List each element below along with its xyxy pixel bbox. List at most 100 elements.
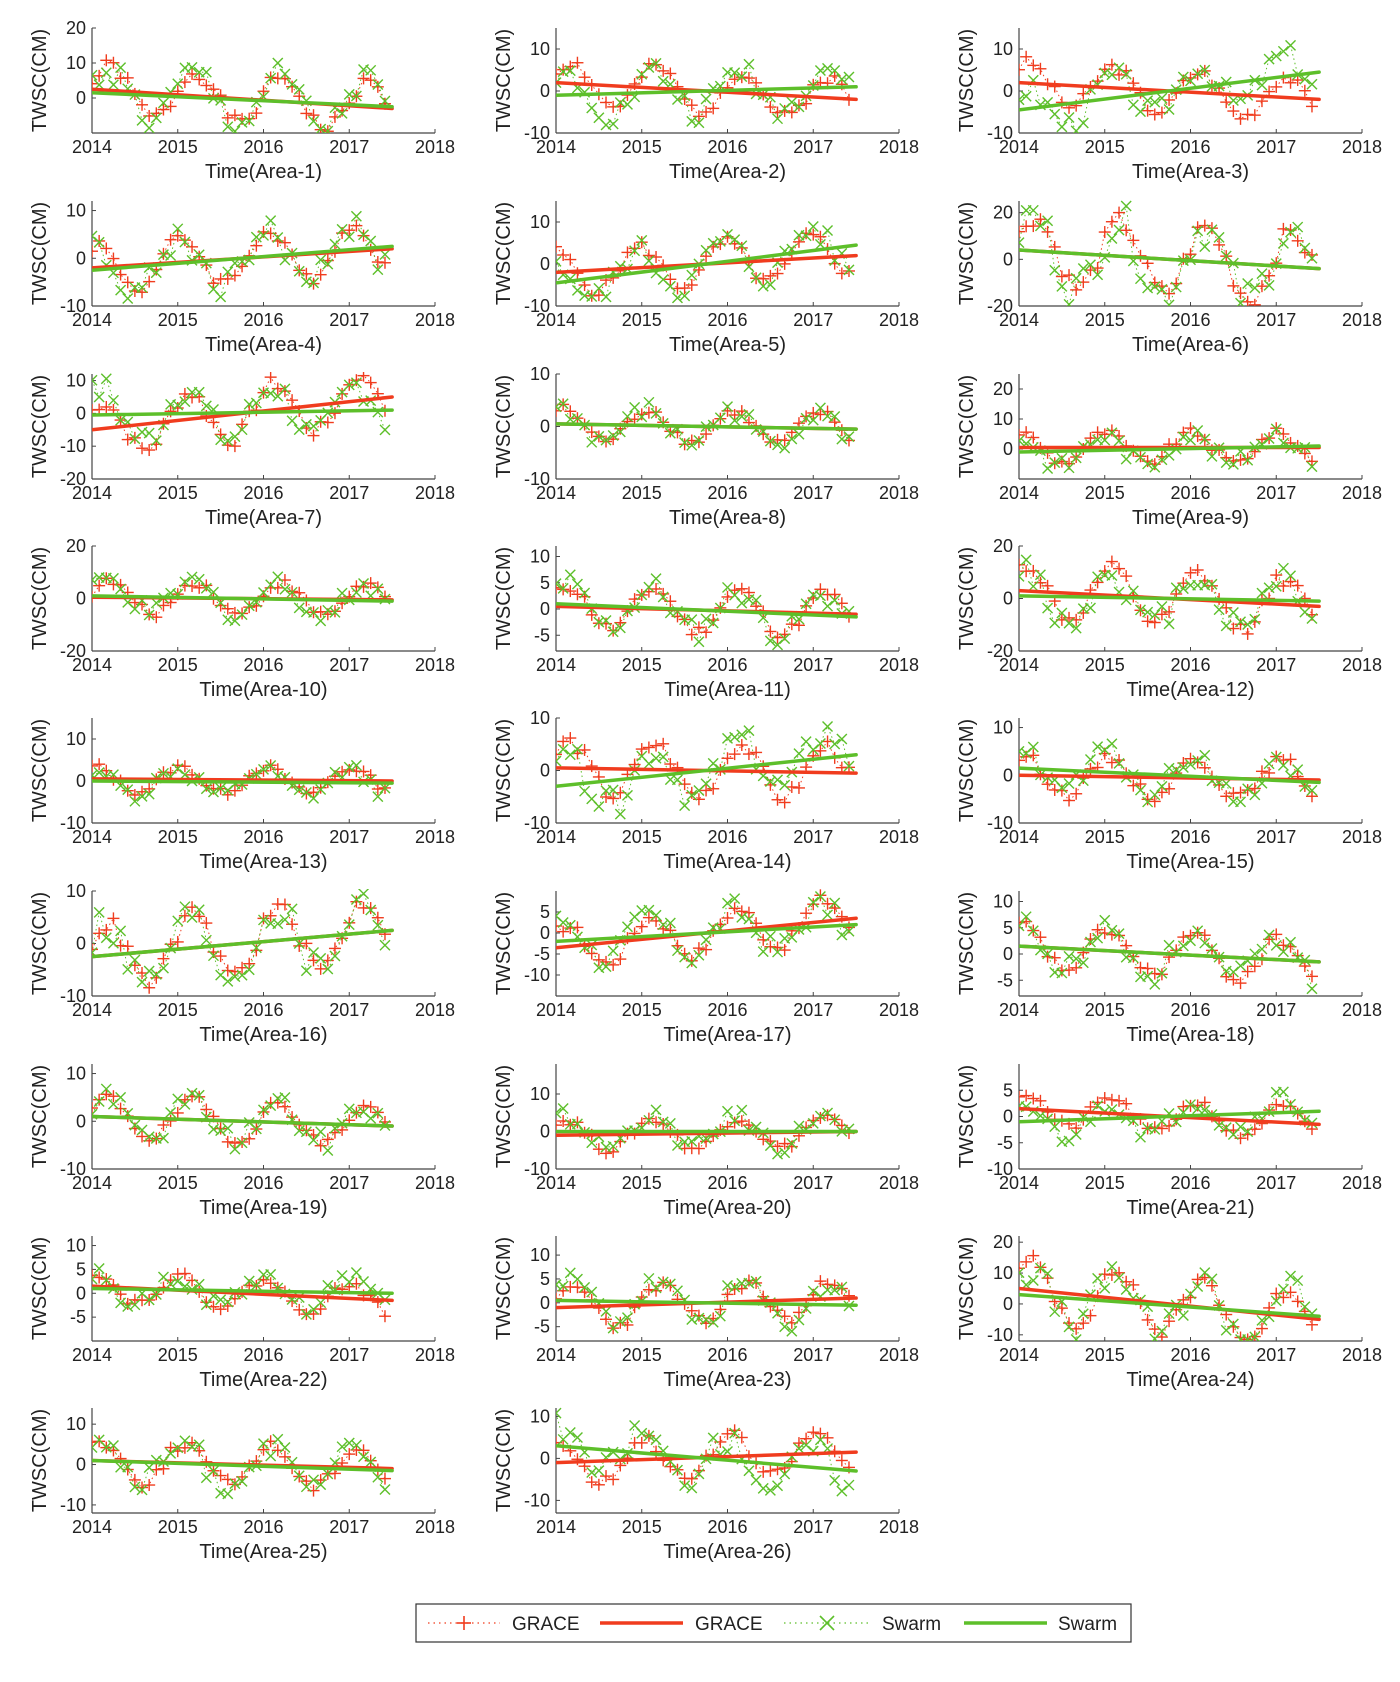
swarm-point <box>1063 778 1075 790</box>
swarm-point-b <box>92 230 98 237</box>
swarm-point-a <box>556 760 562 767</box>
swarm-point <box>300 787 312 799</box>
y-tick-label: 10 <box>66 881 86 901</box>
swarm-trend-line <box>92 779 394 785</box>
swarm-point-b <box>586 102 598 114</box>
swarm-point-b <box>679 800 691 812</box>
swarm-point-b <box>322 963 334 975</box>
grace-point <box>642 741 655 754</box>
swarm-point <box>750 594 762 606</box>
grace-point <box>1055 784 1068 797</box>
swarm-point <box>1020 554 1032 566</box>
x-tick-label: 2015 <box>1085 310 1125 330</box>
grace-point <box>121 784 134 797</box>
swarm-point <box>621 410 633 422</box>
grace-point <box>635 236 648 249</box>
x-axis-label: Time(Area-10) <box>199 679 327 701</box>
swarm-point <box>1235 297 1247 306</box>
swarm-point <box>772 946 784 958</box>
swarm-point-b <box>150 112 162 124</box>
x-tick-label: 2015 <box>1085 483 1125 503</box>
panel-area-10: 2014 2015 2016 2017 2018-20020TWSC(CM)Time(A… <box>29 536 455 701</box>
grace-point <box>614 953 627 966</box>
swarm-point <box>736 597 748 609</box>
swarm-point-b <box>571 412 583 424</box>
swarm-point <box>614 97 626 109</box>
y-tick-label: 0 <box>76 934 86 954</box>
swarm-trend-line <box>92 244 394 272</box>
grace-point <box>1205 944 1218 957</box>
grace-point <box>700 250 713 263</box>
swarm-point <box>1177 71 1189 83</box>
swarm-point <box>686 614 698 626</box>
swarm-point-b <box>822 909 834 921</box>
swarm-point <box>607 784 619 796</box>
grace-point <box>1041 950 1054 963</box>
swarm-point <box>836 73 848 85</box>
grace-point <box>278 898 291 911</box>
grace-point <box>1020 426 1033 439</box>
y-tick-label: 5 <box>540 902 550 922</box>
swarm-point <box>764 635 776 647</box>
swarm-point-b <box>1120 68 1132 80</box>
swarm-point-b <box>279 68 291 80</box>
swarm-point <box>736 71 748 83</box>
swarm-point <box>286 415 298 427</box>
swarm-point-b <box>200 783 212 795</box>
swarm-point <box>358 889 370 900</box>
swarm-point-b <box>1220 620 1232 632</box>
panel-area-13: 2014 2015 2016 2017 2018-10010TWSC(CM)Time(A… <box>29 718 455 873</box>
grace-point <box>236 418 249 431</box>
swarm-point-b <box>215 782 227 794</box>
y-axis-label: TWSC(CM) <box>29 719 51 822</box>
grace-point <box>271 382 284 395</box>
swarm-point-b <box>1070 953 1082 965</box>
swarm-point <box>843 431 855 443</box>
swarm-point-b <box>1113 435 1125 447</box>
swarm-point <box>379 939 391 951</box>
x-tick-label: 2018 <box>1342 655 1382 675</box>
swarm-point-b <box>1277 237 1289 249</box>
grace-point <box>1127 234 1140 247</box>
swarm-point-b <box>1127 585 1139 597</box>
swarm-point-b <box>607 118 619 130</box>
swarm-point <box>322 125 334 133</box>
grace-point <box>1248 782 1261 795</box>
grace-point <box>1220 790 1233 803</box>
grace-point <box>685 628 698 641</box>
swarm-point-b <box>222 435 234 447</box>
swarm-point <box>172 399 184 411</box>
grace-point <box>778 104 791 117</box>
swarm-point-b <box>614 97 626 109</box>
swarm-point-b <box>621 789 633 801</box>
x-tick-label: 2014 <box>536 483 576 503</box>
swarm-trend-line <box>1019 766 1321 785</box>
swarm-point-b <box>1299 606 1311 618</box>
swarm-point <box>1019 745 1025 757</box>
swarm-point-b <box>236 116 248 128</box>
swarm-point <box>1220 457 1232 469</box>
grace-point <box>685 279 698 292</box>
swarm-point <box>1149 609 1161 621</box>
swarm-point-b <box>700 778 712 790</box>
swarm-point <box>272 57 284 69</box>
grace-point <box>635 71 648 84</box>
swarm-point <box>607 118 619 130</box>
x-tick-label: 2017 <box>329 137 369 157</box>
swarm-point <box>93 766 105 778</box>
grace-point <box>321 954 334 967</box>
grace-point <box>328 605 341 618</box>
grace-point <box>1241 965 1254 978</box>
swarm-point-b <box>1306 784 1318 796</box>
swarm-point <box>1042 215 1054 227</box>
swarm-point-b <box>743 58 755 70</box>
y-axis-label: TWSC(CM) <box>493 375 515 478</box>
swarm-point-b <box>358 229 370 241</box>
grace-point <box>357 372 370 382</box>
swarm-point <box>1092 571 1104 583</box>
grace-point <box>257 912 270 925</box>
swarm-point <box>793 748 805 760</box>
x-tick-label: 2015 <box>622 1000 662 1020</box>
grace-point <box>657 64 670 77</box>
swarm-point-b <box>629 245 641 257</box>
